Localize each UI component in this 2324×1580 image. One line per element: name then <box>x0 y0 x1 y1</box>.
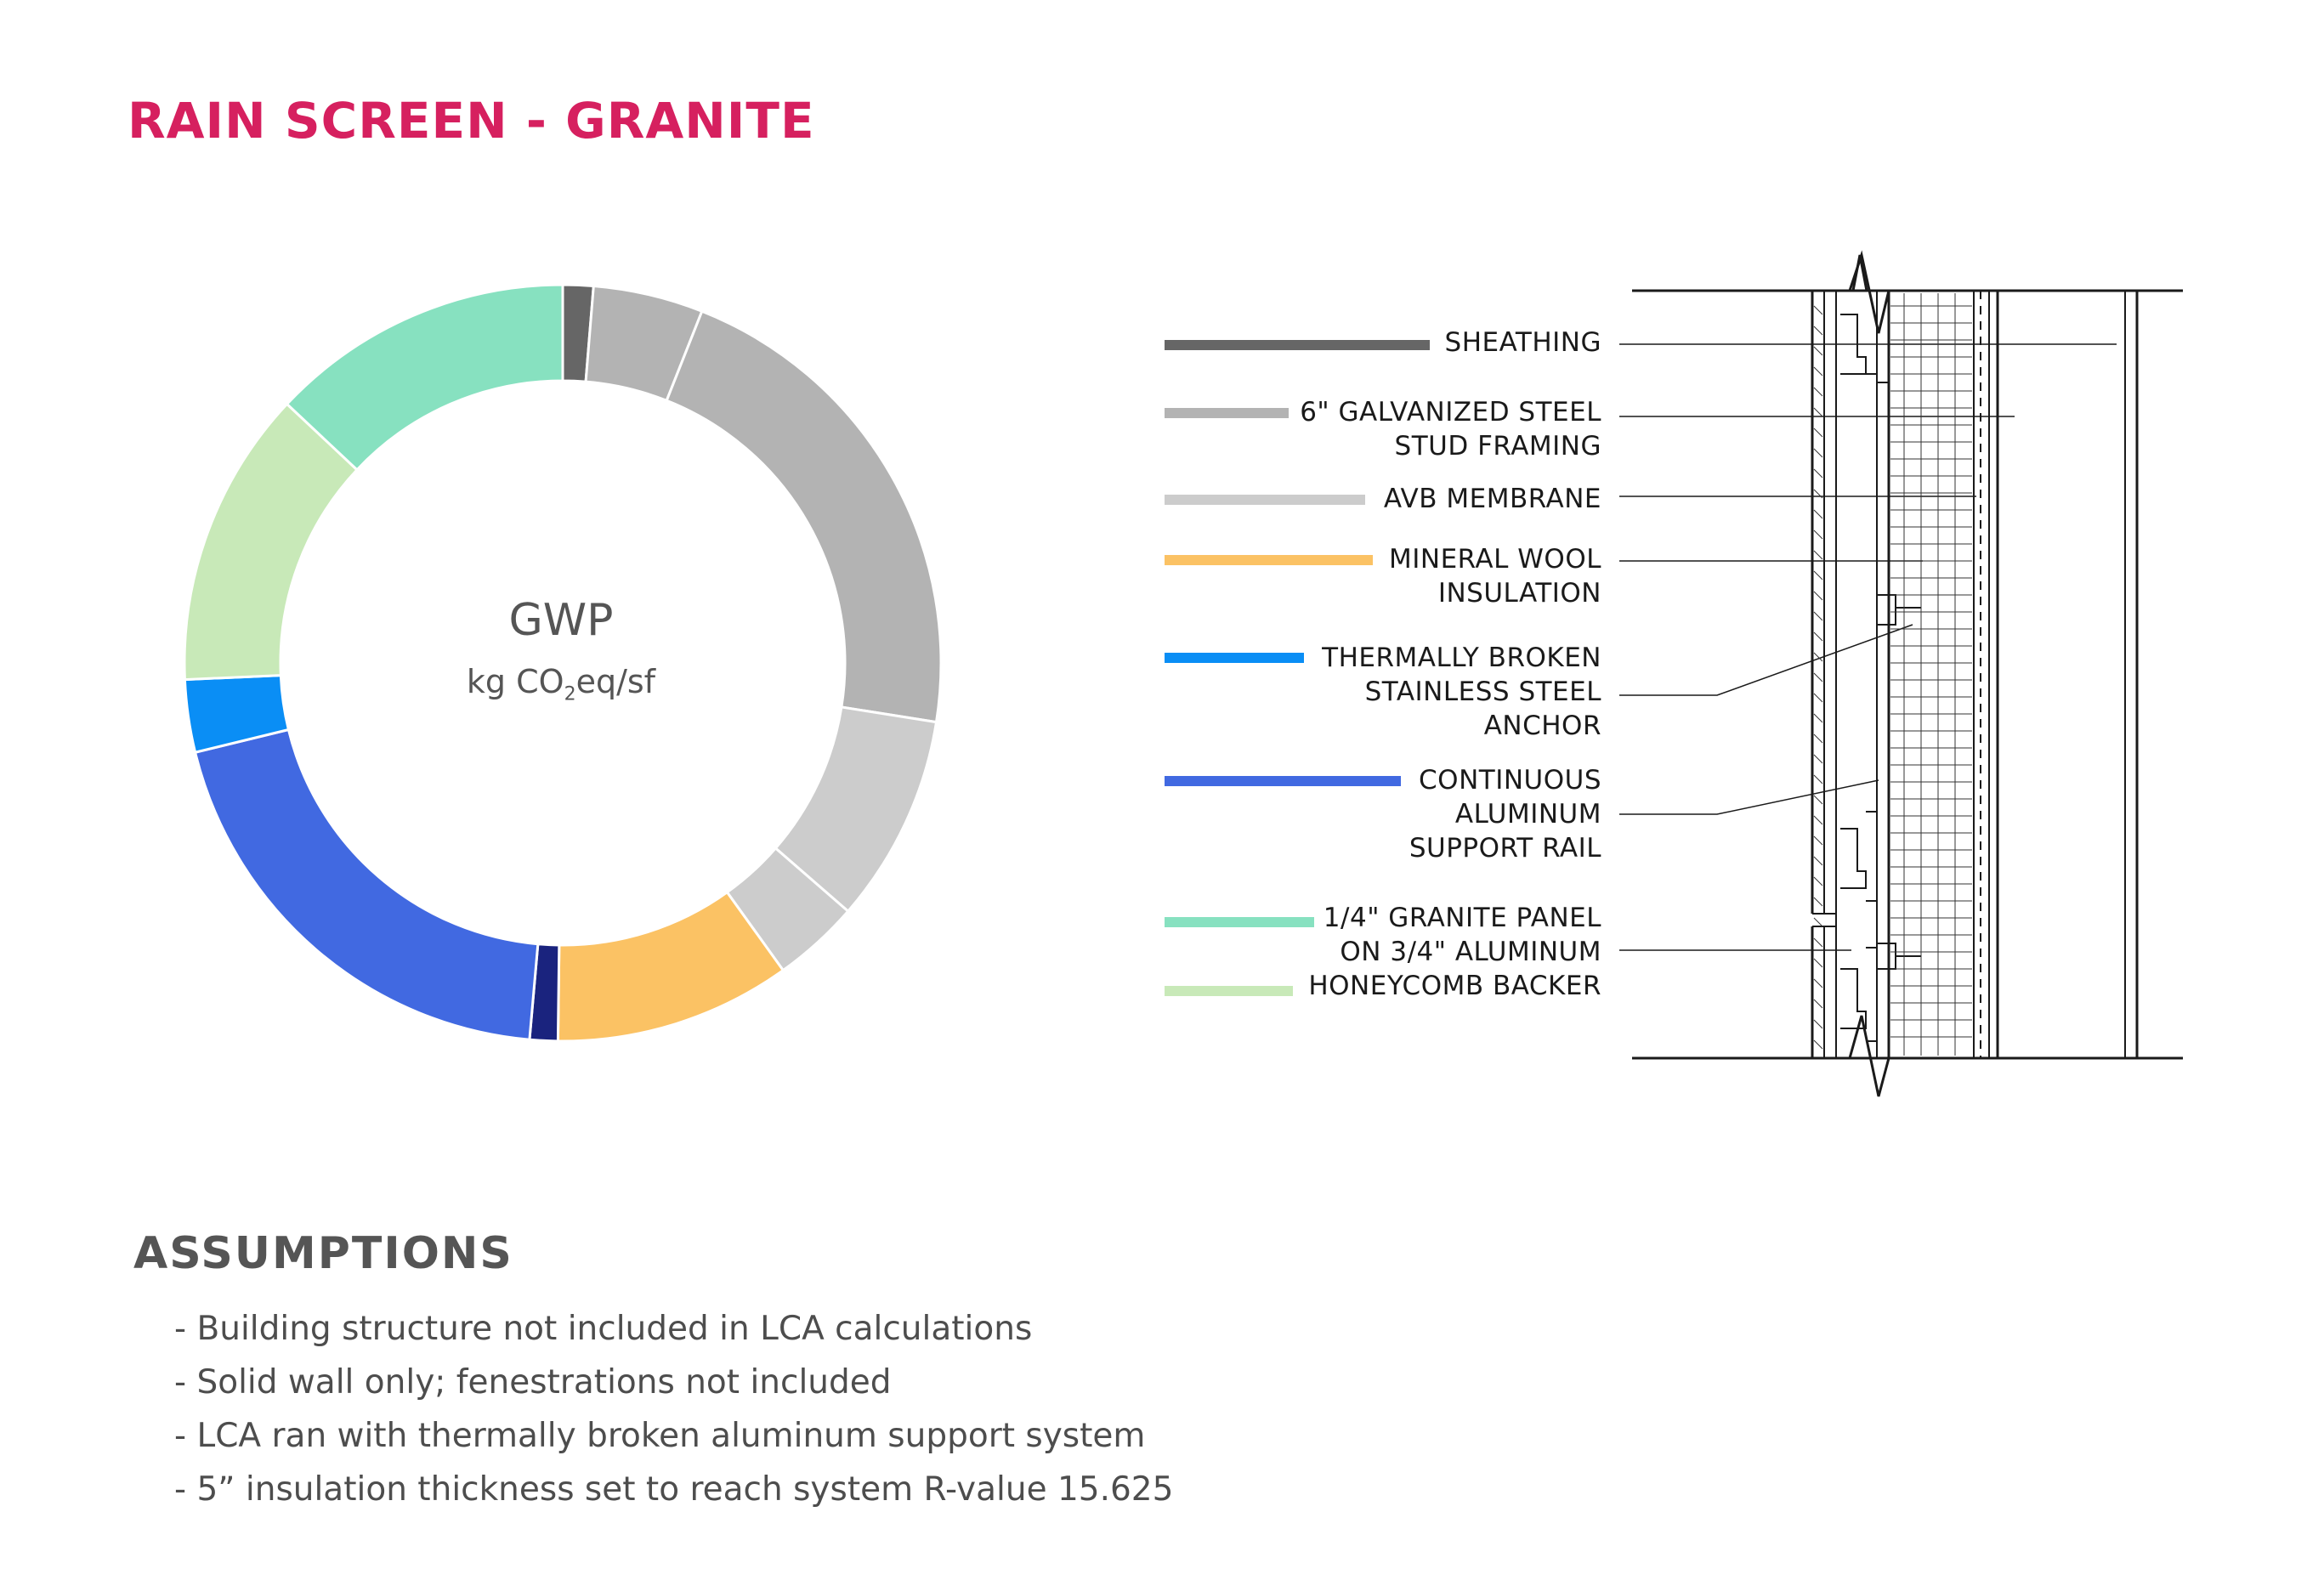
clip-1 <box>1840 314 1867 375</box>
leader-rail <box>1619 779 1879 815</box>
leader-anchor <box>1619 624 1913 696</box>
legend-swatch-avb-membrane <box>1165 495 1365 505</box>
donut-slice-2 <box>665 309 943 724</box>
granite-hatch <box>1813 407 1823 417</box>
insulation-grid-hatch <box>1813 293 1972 1056</box>
granite-hatch <box>1813 1039 1823 1050</box>
granite-hatch <box>1813 428 1823 438</box>
granite-hatch <box>1813 774 1823 784</box>
granite-hatch <box>1813 937 1823 948</box>
legend-swatch-anchor <box>1165 653 1304 663</box>
granite-hatch <box>1813 876 1823 886</box>
granite-hatch <box>1813 652 1823 662</box>
legend-swatch-granite-panel <box>1165 917 1314 927</box>
granite-hatch <box>1813 570 1823 580</box>
page-title: RAIN SCREEN - GRANITE <box>128 92 815 150</box>
anchor-1 <box>1877 594 1896 626</box>
granite-hatch <box>1813 305 1823 315</box>
unit-subscript: 2 <box>564 683 576 705</box>
granite-hatch <box>1813 978 1823 988</box>
legend-swatch-support-rail <box>1165 776 1401 786</box>
granite-hatch <box>1813 672 1823 682</box>
list-item: - LCA ran with thermally broken aluminum… <box>174 1417 1146 1455</box>
granite-hatch <box>1813 999 1823 1009</box>
clip-2 <box>1840 828 1867 889</box>
granite-hatch <box>1813 387 1823 397</box>
legend-swatch-sheathing <box>1165 340 1430 350</box>
legend-label-avb-membrane: AVB MEMBRANE <box>1383 484 1601 514</box>
granite-hatch <box>1813 468 1823 479</box>
granite-hatch <box>1813 917 1823 927</box>
legend-label-sheathing: SHEATHING <box>1444 327 1601 358</box>
assumptions-heading: ASSUMPTIONS <box>133 1228 513 1279</box>
list-item: - Solid wall only; fenestrations not inc… <box>174 1363 892 1402</box>
granite-hatch <box>1813 366 1823 377</box>
granite-hatch <box>1813 733 1823 744</box>
granite-hatch <box>1813 346 1823 356</box>
legend-label-anchor: THERMALLY BROKEN STAINLESS STEEL ANCHOR <box>1322 643 1601 741</box>
assumptions-list: - Building structure not included in LCA… <box>174 1302 1173 1516</box>
granite-hatch <box>1813 815 1823 825</box>
granite-hatch <box>1813 795 1823 805</box>
granite-hatch <box>1813 693 1823 703</box>
granite-hatch <box>1813 897 1823 907</box>
granite-hatch <box>1813 550 1823 560</box>
legend-label-mineral-wool: MINERAL WOOL INSULATION <box>1388 544 1601 609</box>
clip-3 <box>1840 968 1867 1029</box>
granite-hatch <box>1813 856 1823 866</box>
break-symbol-bottom-zig <box>1848 1015 1890 1097</box>
break-symbol-top-zig <box>1848 250 1890 334</box>
granite-hatch <box>1813 835 1823 846</box>
unit-prefix: kg CO <box>466 663 564 700</box>
legend-label-granite-panel: 1/4" GRANITE PANEL ON 3/4" ALUMINUM HONE… <box>1308 903 1601 1001</box>
granite-hatch <box>1813 713 1823 723</box>
chart-unit: kg CO2eq/sf <box>391 663 731 705</box>
anchor-2 <box>1877 943 1896 970</box>
granite-hatch <box>1813 591 1823 601</box>
granite-hatch <box>1813 509 1823 519</box>
legend-swatch-honeycomb-backer <box>1165 986 1293 996</box>
gwp-donut-chart <box>183 283 943 1043</box>
granite-hatch <box>1813 489 1823 499</box>
granite-hatch <box>1813 529 1823 540</box>
list-item: - Building structure not included in LCA… <box>174 1310 1033 1348</box>
granite-hatch <box>1813 958 1823 968</box>
clip-2-bracket <box>1866 811 1878 902</box>
clip-1-tail <box>1866 373 1889 383</box>
clip-3-bracket <box>1866 947 1878 1042</box>
granite-hatch <box>1813 326 1823 336</box>
legend-label-support-rail: CONTINUOUS ALUMINUM SUPPORT RAIL <box>1409 765 1601 864</box>
granite-hatch <box>1813 754 1823 764</box>
list-item: - 5” insulation thickness set to reach s… <box>174 1470 1174 1509</box>
unit-suffix: eq/sf <box>575 663 656 700</box>
granite-hatch <box>1813 448 1823 458</box>
granite-hatch <box>1813 631 1823 642</box>
chart-title: GWP <box>508 595 614 646</box>
legend-swatch-stud-framing <box>1165 408 1289 418</box>
legend-label-stud-framing: 6" GALVANIZED STEEL STUD FRAMING <box>1300 397 1601 462</box>
donut-slice-10 <box>285 283 564 472</box>
granite-hatch <box>1813 611 1823 621</box>
legend-swatch-mineral-wool <box>1165 555 1373 565</box>
granite-hatch <box>1813 1019 1823 1029</box>
